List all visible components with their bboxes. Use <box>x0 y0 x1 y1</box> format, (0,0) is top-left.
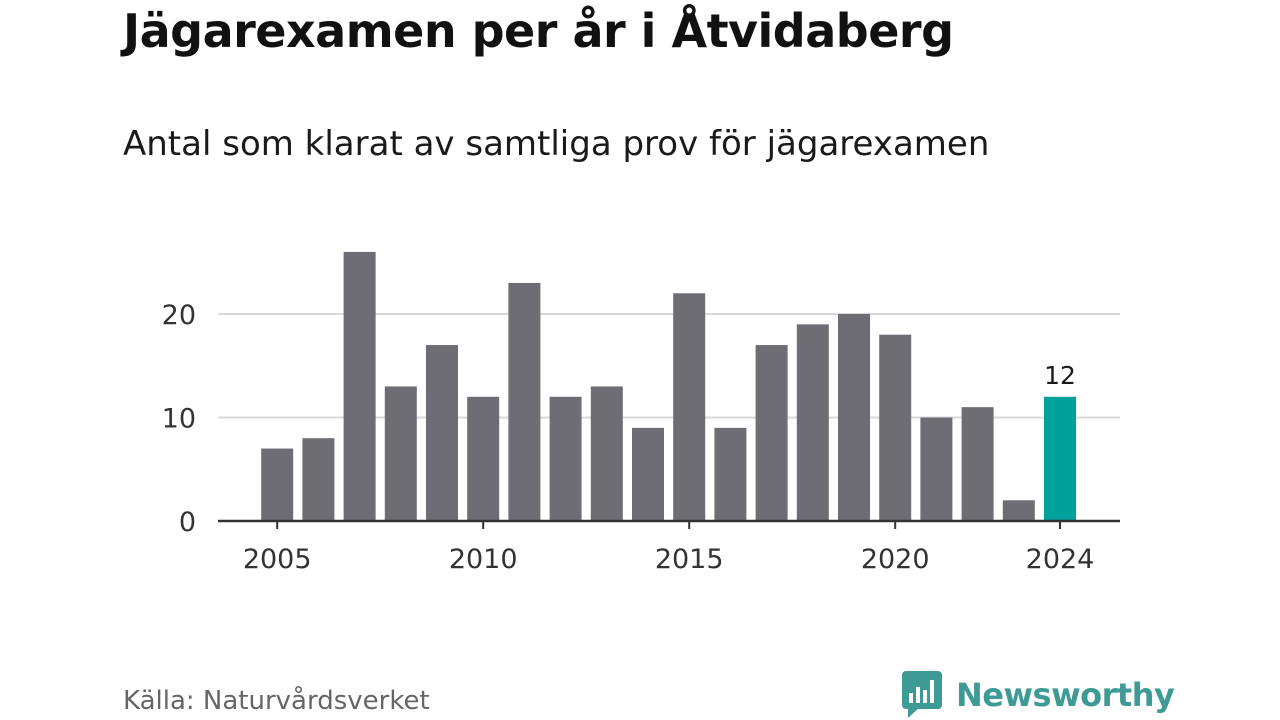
x-tick-label: 2024 <box>1026 544 1095 575</box>
bar-highlight <box>1044 396 1076 521</box>
bar <box>508 282 541 521</box>
bar <box>467 396 500 521</box>
brand-logo: Newsworthy <box>902 671 1175 719</box>
source-note: Källa: Naturvårdsverket <box>123 686 430 716</box>
bar <box>961 407 994 521</box>
bar <box>796 324 829 521</box>
bar <box>879 334 912 521</box>
y-tick-label: 0 <box>179 507 196 538</box>
x-tick-label: 2020 <box>861 544 930 575</box>
bar <box>632 427 664 521</box>
bar <box>343 251 376 521</box>
bar <box>673 293 706 521</box>
x-tick-label: 2005 <box>243 544 312 575</box>
bar <box>755 345 788 521</box>
bar-chart-speech-bubble-icon <box>902 671 942 718</box>
bar <box>1002 500 1035 521</box>
bar <box>920 417 953 521</box>
brand-name: Newsworthy <box>956 676 1175 714</box>
y-tick-label: 20 <box>162 300 196 331</box>
chart-subtitle: Antal som klarat av samtliga prov för jä… <box>123 124 990 164</box>
x-tick-label: 2010 <box>449 544 518 575</box>
bar <box>549 396 582 521</box>
chart-title: Jägarexamen per år i Åtvidaberg <box>123 4 954 58</box>
bar <box>261 448 294 521</box>
bar <box>714 427 747 521</box>
bar <box>302 438 335 521</box>
bar <box>590 386 623 521</box>
y-tick-label: 10 <box>162 404 196 435</box>
bar <box>426 345 458 521</box>
data-label: 12 <box>1044 361 1076 390</box>
bar <box>384 386 417 521</box>
x-tick-label: 2015 <box>655 544 724 575</box>
bar <box>838 314 870 521</box>
